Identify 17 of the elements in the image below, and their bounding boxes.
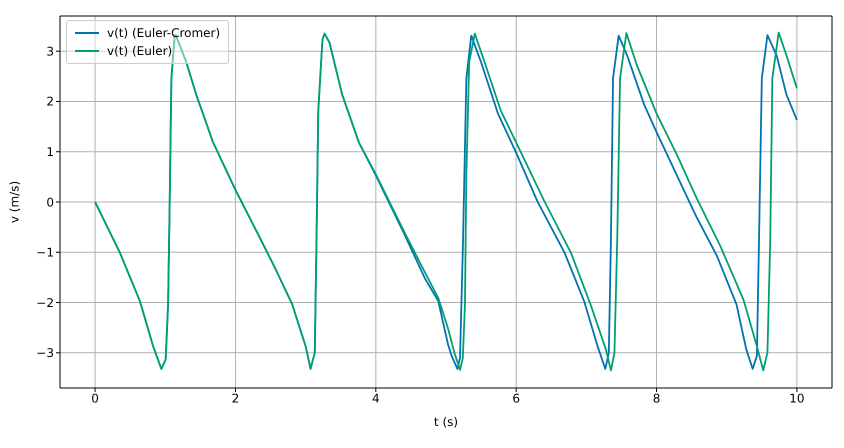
- x-tick-label: 4: [372, 392, 380, 406]
- y-axis-title: v (m/s): [7, 180, 22, 224]
- legend-label: v(t) (Euler-Cromer): [107, 26, 220, 40]
- y-tick-label: 1: [46, 144, 54, 159]
- x-tick-label: 2: [232, 392, 240, 406]
- x-tick-label: 6: [512, 392, 520, 406]
- x-tick-label: 10: [789, 392, 805, 406]
- x-tick-label: 0: [91, 392, 99, 406]
- y-tick-label: 0: [46, 195, 54, 210]
- y-tick-label: −3: [36, 346, 54, 360]
- y-tick-label: 2: [46, 94, 54, 109]
- x-tick-label: 8: [652, 392, 660, 406]
- y-tick-label: 3: [46, 44, 54, 58]
- legend-label: v(t) (Euler): [107, 44, 172, 58]
- y-tick-label: −1: [36, 246, 54, 260]
- x-axis-title: t (s): [434, 415, 458, 429]
- y-tick-label: −2: [36, 296, 54, 310]
